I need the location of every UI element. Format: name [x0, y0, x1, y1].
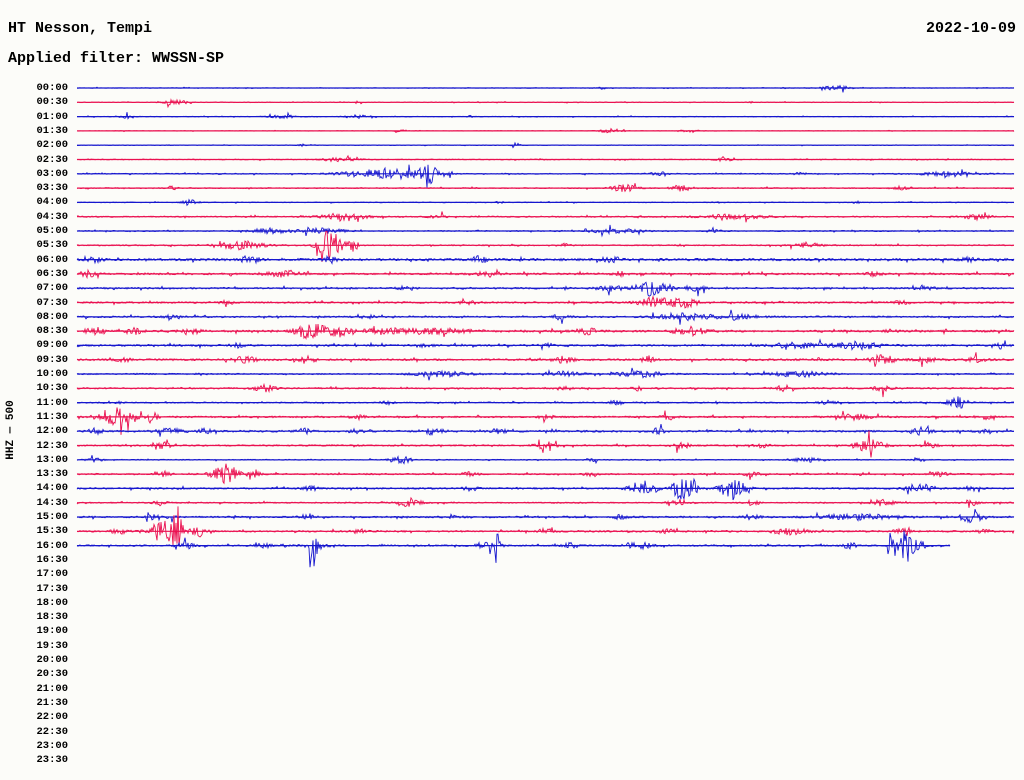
seismogram-trace-row [76, 309, 1015, 325]
time-label: 02:00 [36, 139, 68, 152]
time-label: 13:30 [36, 468, 68, 481]
time-label: 13:00 [36, 453, 68, 466]
seismogram-trace-row [76, 477, 1014, 501]
time-label: 23:00 [36, 739, 68, 752]
time-label: 01:00 [36, 110, 68, 123]
seismogram-trace-row [76, 509, 1015, 524]
time-label: 00:30 [36, 96, 68, 109]
seismogram-trace-row [76, 530, 951, 568]
time-label: 03:00 [36, 167, 68, 180]
seismogram-trace-row [76, 127, 1015, 134]
seismogram-trace-row [76, 268, 1015, 280]
time-label: 04:30 [36, 210, 68, 223]
seismogram-trace-row [76, 84, 1015, 93]
time-label: 14:30 [36, 496, 68, 509]
seismogram-trace-row [77, 281, 1015, 297]
seismogram-trace-row [76, 198, 1015, 207]
time-label: 10:30 [36, 382, 68, 395]
time-label: 09:30 [36, 353, 68, 366]
time-label: 21:00 [36, 682, 68, 695]
seismogram-trace-row [76, 164, 1015, 188]
time-label: 05:00 [36, 225, 68, 237]
seismogram-trace-row [76, 230, 1015, 263]
seismogram-trace-row [76, 211, 1015, 223]
time-label: 19:00 [36, 625, 68, 638]
time-label: 16:00 [36, 539, 68, 552]
time-label: 07:30 [36, 296, 68, 309]
time-label: 12:30 [36, 439, 68, 452]
time-label: 11:30 [36, 410, 68, 423]
time-label: 10:00 [36, 368, 68, 380]
time-label: 17:00 [36, 568, 68, 581]
page-title: HT Nesson, Tempi [8, 20, 153, 37]
seismogram-trace-row [76, 183, 1015, 193]
time-label: 02:30 [36, 153, 68, 166]
time-label: 04:00 [36, 196, 68, 209]
time-label: 01:30 [36, 124, 68, 137]
date-label: 2022-10-09 [925, 20, 1016, 37]
seismogram-trace-row [76, 254, 1015, 265]
time-label: 09:00 [36, 339, 68, 352]
time-label: 22:00 [36, 711, 68, 724]
time-label: 18:00 [36, 596, 68, 609]
seismogram-trace-row [76, 496, 1015, 508]
seismogram-trace-row [76, 382, 1015, 398]
time-label: 15:00 [36, 511, 68, 523]
seismogram-trace-row [76, 367, 1015, 381]
seismogram-trace-row [76, 455, 1015, 465]
seismogram-trace-row [76, 352, 1015, 367]
time-label: 11:00 [36, 396, 68, 409]
seismogram-trace-row [76, 154, 1015, 163]
seismogram-trace-row [76, 407, 1015, 435]
seismogram-trace-row [76, 295, 1015, 309]
time-label: 20:00 [36, 654, 68, 666]
time-label: 23:30 [36, 754, 68, 767]
time-label: 06:00 [36, 253, 68, 266]
seismogram-trace-row [76, 463, 1015, 485]
seismogram-trace-row [76, 141, 1015, 149]
filter-label: Applied filter: WWSSN-SP [8, 50, 225, 67]
time-label: 15:30 [36, 525, 68, 538]
time-label: 08:00 [36, 310, 68, 323]
time-label: 18:30 [36, 611, 68, 624]
seismogram-trace-row [76, 111, 1015, 120]
time-label: 08:30 [36, 325, 68, 338]
time-label: 03:30 [36, 182, 68, 195]
time-label: 12:00 [36, 425, 68, 438]
time-label: 21:30 [36, 696, 68, 709]
time-label: 05:30 [36, 239, 68, 252]
time-label: 19:30 [36, 639, 68, 652]
time-label: 17:30 [36, 582, 68, 595]
time-label: 22:30 [36, 725, 68, 738]
seismogram-trace-row [76, 98, 1015, 109]
seismogram-trace-row [76, 338, 1015, 351]
seismogram-trace-row [76, 396, 1015, 409]
seismogram-trace-row [76, 430, 1015, 458]
time-label: 07:00 [36, 282, 68, 295]
seismogram-trace-row [76, 224, 1015, 238]
time-label: 14:00 [36, 482, 68, 495]
time-label: 16:30 [36, 553, 68, 566]
seismogram-trace-row [76, 424, 1015, 437]
seismogram-trace-row [76, 323, 1015, 341]
time-label: 06:30 [36, 267, 68, 280]
seismogram-trace-row [76, 506, 1015, 547]
time-label: 00:00 [36, 82, 68, 94]
time-label: 20:30 [36, 668, 68, 681]
